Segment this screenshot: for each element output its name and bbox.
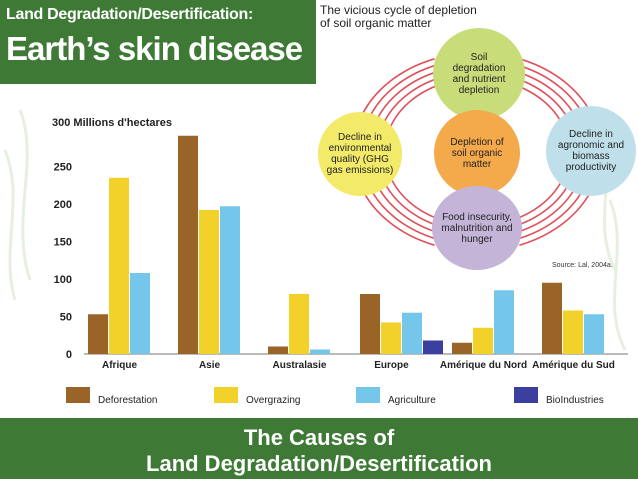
bar-overgrazing [381,322,401,354]
footer-line-2: Land Degradation/Desertification [146,451,492,476]
cycle-source: Source: Lal, 2004a. [552,262,613,269]
bar-deforestation [178,135,198,354]
cycle-node-top-text: Soil degradation and nutrient depletion [452,52,506,96]
y-tick-label: 50 [60,312,72,324]
bar-bioindustries [423,340,443,354]
chart-title: 300 Millions d'hectares [52,117,172,129]
cycle-node-bottom-text: Food insecurity, malnutrition and hunger [441,211,513,245]
bar-deforestation [360,294,380,354]
bar-agriculture [402,312,422,354]
bar-deforestation [268,346,288,354]
legend-label: Agriculture [388,395,436,406]
bar-overgrazing [199,210,219,354]
legend-swatch [66,387,90,403]
x-tick-label: Europe [374,360,409,371]
x-tick-label: Australasie [273,360,327,371]
bar-agriculture [310,349,330,354]
legend-label: BioIndustries [546,395,604,406]
x-tick-label: Asie [199,360,221,371]
legend-label: Deforestation [98,395,157,406]
bar-agriculture [130,273,150,354]
footer-line-1: The Causes of [243,425,395,450]
y-tick-label: 250 [54,162,72,174]
cycle-node-bottom: Food insecurity, malnutrition and hunger [432,186,522,270]
cycle-node-center-text: Depletion of soil organic matter [450,136,504,170]
cycle-title-line-2: of soil organic matter [320,16,432,30]
x-tick-label: Amérique du Sud [532,360,615,371]
footer-banner: The Causes of Land Degradation/Desertifi… [0,418,638,479]
bar-overgrazing [563,310,583,354]
bar-deforestation [88,314,108,354]
title-line-2: Earth’s skin disease [6,30,303,67]
y-tick-label: 0 [66,349,72,361]
bar-deforestation [452,342,472,354]
cycle-node-right: Decline in agronomic and biomass product… [546,106,636,196]
y-tick-label: 100 [54,274,72,286]
cycle-node-top: Soil degradation and nutrient depletion [433,28,525,120]
cycle-node-center: Depletion of soil organic matter [434,110,520,196]
title-banner: Land Degradation/Desertification: Earth’… [0,0,316,84]
y-tick-label: 200 [54,199,72,211]
cycle-title: The vicious cycle of depletion of soil o… [320,4,477,30]
legend-swatch [356,387,380,403]
bar-overgrazing [109,177,129,354]
y-tick-label: 150 [54,237,72,249]
bar-agriculture [584,314,604,354]
legend-swatch [214,387,238,403]
x-tick-label: Amérique du Nord [440,360,527,371]
bar-agriculture [494,290,514,354]
bar-deforestation [542,282,562,354]
x-tick-label: Afrique [102,360,137,371]
bar-agriculture [220,206,240,354]
legend-label: Overgrazing [246,395,300,406]
bar-overgrazing [289,294,309,354]
cycle-node-left-text: Decline in environmental quality (GHG ga… [326,132,394,176]
bar-overgrazing [473,327,493,354]
legend-swatch [514,387,538,403]
title-line-1: Land Degradation/Desertification: [6,6,254,23]
cycle-node-right-text: Decline in agronomic and biomass product… [557,129,625,173]
cycle-node-left: Decline in environmental quality (GHG ga… [318,112,402,196]
cycle-title-line-1: The vicious cycle of depletion [320,3,477,17]
